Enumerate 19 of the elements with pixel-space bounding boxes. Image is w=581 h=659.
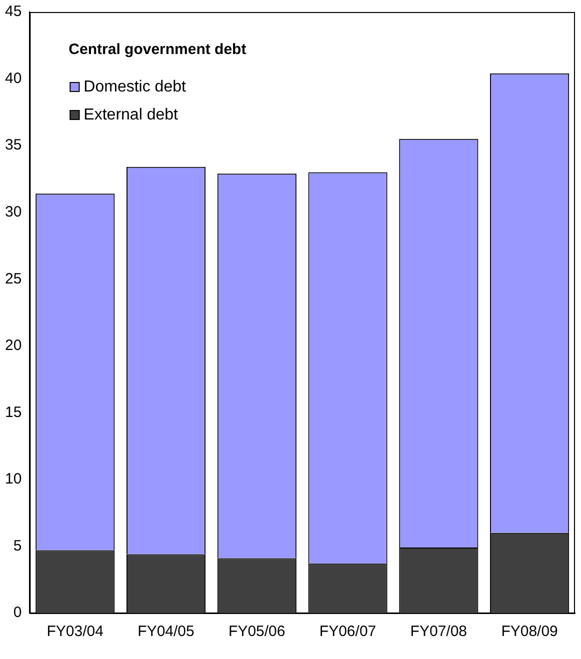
y-tick-label: 40 (4, 70, 22, 87)
y-tick-label: 25 (4, 270, 22, 288)
legend-label: Domestic debt (84, 78, 187, 96)
y-tick-label: 0 (13, 604, 22, 622)
x-tick-label: FY07/08 (410, 623, 468, 640)
y-tick-label: 5 (13, 537, 22, 554)
y-tick-label: 35 (4, 136, 22, 154)
y-tick-label: 10 (4, 470, 22, 488)
y-tick-label: 20 (4, 337, 22, 354)
y-tick-label: 30 (4, 203, 22, 220)
x-tick-label: FY08/09 (501, 623, 558, 640)
x-tick-label: FY03/04 (46, 623, 104, 640)
x-tick-label: FY04/05 (138, 623, 194, 640)
x-tick-label: FY06/07 (319, 623, 376, 640)
text: Central government debt (68, 41, 246, 58)
legend-label: External debt (84, 106, 179, 124)
y-tick-label: 45 (4, 3, 22, 20)
y-tick-label: 15 (4, 404, 22, 421)
x-tick-label: FY05/06 (228, 623, 286, 640)
